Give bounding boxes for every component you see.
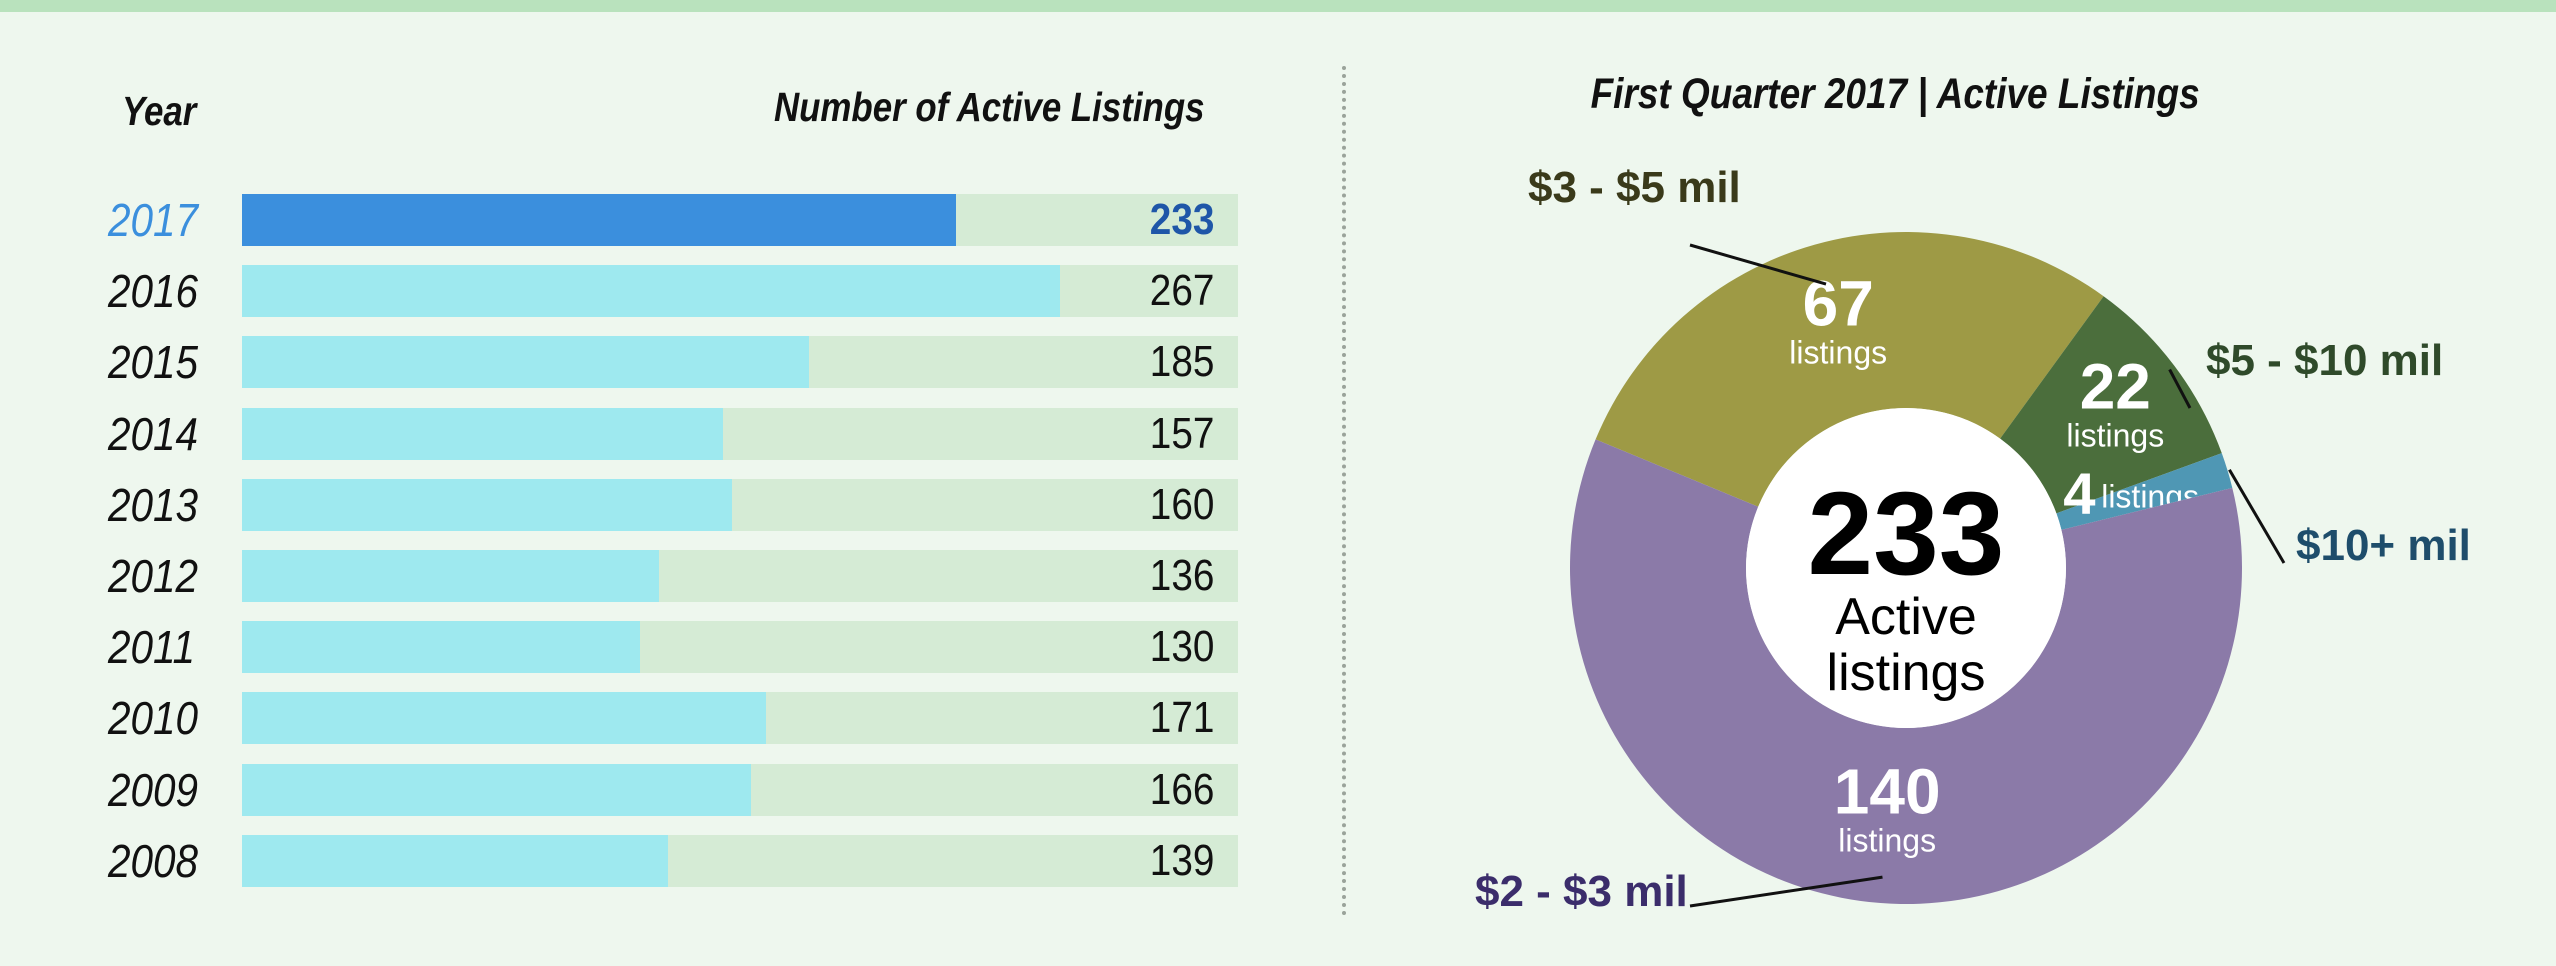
bar (242, 478, 733, 531)
bar-row: 2009 166 (0, 763, 1300, 816)
bar-row: 2013 160 (0, 478, 1300, 531)
year-label: 2010 (108, 692, 199, 745)
bar-value-label: 267 (1149, 266, 1214, 316)
year-label: 2008 (108, 834, 199, 887)
leader-line (1689, 875, 1883, 908)
bar-row: 2017 233 (0, 194, 1300, 246)
leader-line (2168, 368, 2192, 409)
bar-value-label: 171 (1149, 693, 1214, 743)
donut-chart-title: First Quarter 2017 | Active Listings (1590, 70, 2200, 118)
slice-unit-label: listings (2066, 417, 2164, 453)
bar-track: 157 (242, 407, 1238, 460)
slice-category-label: $5 - $10 mil (2206, 336, 2443, 385)
bar-row: 2011 130 (0, 621, 1300, 674)
bar-row: 2016 267 (0, 265, 1300, 318)
slice-unit-label: listings (1789, 334, 1887, 370)
center-label-line1: Active (1835, 588, 1977, 646)
year-label: 2014 (108, 407, 199, 460)
center-label-line2: listings (1827, 644, 1986, 702)
slice-category-label: $3 - $5 mil (1528, 163, 1741, 212)
bar-row: 2008 139 (0, 834, 1300, 887)
year-label: 2015 (108, 336, 199, 389)
bar-track: 139 (242, 834, 1238, 887)
donut-slice (2000, 296, 2222, 514)
bar-value-label: 130 (1149, 622, 1214, 672)
year-label: 2017 (108, 194, 199, 246)
donut-slice (2056, 453, 2233, 530)
bar-track: 160 (242, 478, 1238, 531)
year-label: 2012 (108, 550, 199, 602)
bar (242, 550, 659, 602)
bar-row: 2012 136 (0, 550, 1300, 602)
slice-value-label: 140 (1834, 755, 1941, 827)
bar (242, 692, 767, 745)
bar-row: 2014 157 (0, 407, 1300, 460)
bar-track: 130 (242, 621, 1238, 674)
bar (242, 265, 1061, 318)
year-label: 2016 (108, 265, 199, 318)
slice-value-label: 4 (2063, 461, 2095, 526)
active-listings-bar-chart: Year Number of Active Listings 2017 233 20… (0, 84, 1300, 887)
slice-value-label: 67 (1803, 267, 1874, 339)
slice-category-label: $2 - $3 mil (1475, 867, 1688, 916)
year-column-header: Year (122, 88, 197, 134)
bar (242, 336, 809, 389)
bar-value-label: 157 (1149, 408, 1214, 458)
slice-value-label: 22 (2080, 350, 2151, 422)
bar (242, 194, 957, 246)
bar (242, 407, 724, 460)
bar (242, 834, 668, 887)
donut-center (1746, 408, 2066, 728)
year-label: 2009 (108, 763, 199, 816)
bar-row: 2010 171 (0, 692, 1300, 745)
bar-value-label: 185 (1149, 337, 1214, 387)
donut-slice (1570, 439, 2242, 904)
bar (242, 621, 641, 674)
value-column-header: Number of Active Listings (773, 84, 1204, 130)
panel-divider (1342, 66, 1346, 916)
bar-track: 233 (242, 194, 1238, 246)
bar-value-label: 166 (1149, 764, 1214, 814)
year-label: 2011 (108, 621, 196, 674)
bar-track: 185 (242, 336, 1238, 389)
leader-line (1689, 243, 1827, 286)
center-total-value: 233 (1808, 468, 2005, 600)
bar-value-label: 136 (1149, 551, 1214, 600)
donut-slice (1595, 232, 2104, 507)
bar (242, 763, 751, 816)
bar-value-label: 139 (1149, 835, 1214, 885)
bar-row: 2015 185 (0, 336, 1300, 389)
bar-track: 171 (242, 692, 1238, 745)
bar-track: 166 (242, 763, 1238, 816)
bar-value-label: 160 (1149, 479, 1214, 529)
slice-category-label: $10+ mil (2296, 521, 2471, 570)
bar-rows: 2017 233 2016 267 2015 185 2014 157 2013 160 2012 1… (0, 194, 1300, 887)
bar-track: 267 (242, 265, 1238, 318)
slice-unit-label: listings (1838, 822, 1936, 858)
year-label: 2013 (108, 478, 199, 531)
leader-line (2228, 469, 2286, 564)
bar-value-label: 233 (1149, 195, 1214, 244)
top-accent-strip (0, 0, 2556, 12)
bar-track: 136 (242, 550, 1238, 602)
